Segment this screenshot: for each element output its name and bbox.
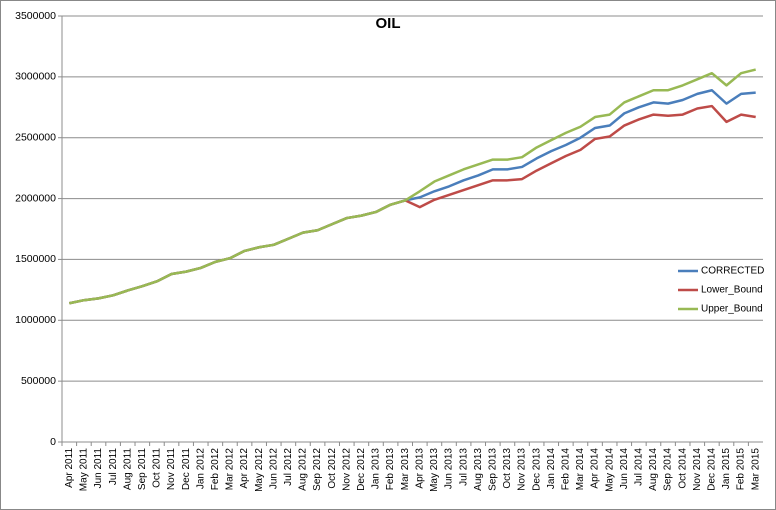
x-tick-label: Sep 2011 [137,448,148,491]
legend-label: CORRECTED [701,266,764,277]
y-tick-label: 3000000 [15,71,56,83]
x-tick-label: Dec 2013 [531,448,542,491]
x-tick-label: Nov 2012 [341,448,352,491]
x-tick-label: Jul 2012 [283,448,294,486]
x-tick-label: Dec 2014 [707,448,718,491]
chart-title: OIL [376,15,401,32]
x-tick-label: Jan 2015 [721,448,732,490]
x-tick-label: Oct 2014 [677,448,688,489]
x-tick-label: Nov 2014 [692,448,703,491]
y-tick-label: 2000000 [15,192,56,204]
x-tick-label: Dec 2011 [181,448,192,491]
x-tick-label: Feb 2015 [736,448,747,491]
x-tick-label: Oct 2012 [327,448,338,489]
x-tick-label: Sep 2013 [487,448,498,491]
series-line [69,68,757,305]
x-tick-label: Feb 2014 [560,448,571,491]
x-tick-label: Jul 2014 [634,448,645,486]
x-tick-label: Aug 2013 [473,448,484,491]
y-tick-label: 1500000 [15,253,56,265]
legend-label: Lower_Bound [701,285,763,296]
x-tick-label: Aug 2011 [122,448,133,491]
legend-label: Upper_Bound [701,304,763,315]
x-tick-label: Nov 2013 [517,448,528,491]
x-tick-label: Oct 2013 [502,448,513,489]
x-tick-label: Aug 2012 [298,448,309,491]
x-tick-label: Jul 2011 [108,448,119,486]
x-tick-label: May 2011 [79,448,90,492]
x-tick-label: May 2014 [604,448,615,492]
x-tick-label: Feb 2012 [210,448,221,491]
x-tick-label: Feb 2013 [385,448,396,491]
y-tick-label: 1000000 [15,314,56,326]
x-tick-label: Mar 2012 [225,448,236,491]
x-tick-label: Jun 2011 [93,448,104,489]
x-tick-label: Nov 2011 [166,448,177,491]
x-tick-label: Sep 2014 [663,448,674,491]
x-tick-label: Sep 2012 [312,448,323,491]
x-tick-label: Jun 2012 [268,448,279,490]
x-tick-label: Apr 2011 [64,448,75,488]
x-tick-label: Mar 2015 [750,448,761,491]
x-tick-label: Jan 2013 [371,448,382,490]
x-tick-label: Jan 2012 [195,448,206,490]
x-tick-label: Jul 2013 [458,448,469,486]
x-tick-label: Jan 2014 [546,448,557,490]
x-tick-label: Apr 2014 [590,448,601,489]
x-tick-label: Apr 2012 [239,448,250,489]
x-tick-label: Apr 2013 [414,448,425,489]
y-tick-label: 3500000 [15,10,56,22]
x-tick-label: Jun 2014 [619,448,630,490]
x-tick-label: Dec 2012 [356,448,367,491]
y-tick-label: 500000 [21,375,56,387]
x-tick-label: May 2012 [254,448,265,492]
x-tick-label: Jun 2013 [444,448,455,490]
x-tick-label: Oct 2011 [152,448,163,488]
x-tick-label: Mar 2014 [575,448,586,491]
y-tick-label: 0 [50,436,56,448]
x-tick-label: May 2013 [429,448,440,492]
x-tick-label: Mar 2013 [400,448,411,491]
y-tick-label: 2500000 [15,131,56,143]
x-tick-label: Aug 2014 [648,448,659,491]
